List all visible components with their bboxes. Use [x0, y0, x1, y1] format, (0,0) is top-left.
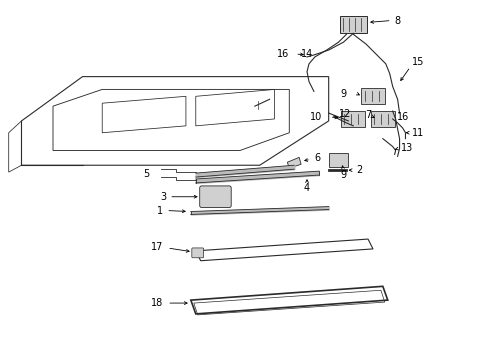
Text: 14: 14: [301, 49, 313, 59]
Text: 3: 3: [160, 192, 166, 202]
Polygon shape: [287, 157, 301, 168]
FancyBboxPatch shape: [341, 111, 365, 127]
Text: 9: 9: [340, 170, 346, 180]
Text: 1: 1: [157, 206, 163, 216]
Text: 15: 15: [411, 57, 424, 67]
Text: 6: 6: [313, 153, 319, 163]
Text: 16: 16: [276, 49, 288, 59]
FancyBboxPatch shape: [361, 89, 384, 104]
Text: 8: 8: [394, 15, 400, 26]
Text: 17: 17: [151, 242, 163, 252]
Text: 16: 16: [396, 112, 408, 122]
FancyBboxPatch shape: [339, 15, 366, 33]
Text: 5: 5: [143, 169, 149, 179]
Text: 9: 9: [340, 89, 346, 99]
FancyBboxPatch shape: [199, 186, 231, 208]
Text: 10: 10: [309, 112, 321, 122]
FancyBboxPatch shape: [370, 111, 394, 127]
Text: 12: 12: [338, 109, 350, 119]
Text: 2: 2: [356, 165, 362, 175]
FancyBboxPatch shape: [328, 153, 347, 167]
Text: 13: 13: [400, 144, 412, 153]
FancyBboxPatch shape: [191, 248, 203, 258]
Text: 11: 11: [411, 128, 424, 138]
Text: 18: 18: [151, 298, 163, 308]
Text: 4: 4: [304, 183, 309, 193]
Text: 7: 7: [364, 110, 370, 120]
